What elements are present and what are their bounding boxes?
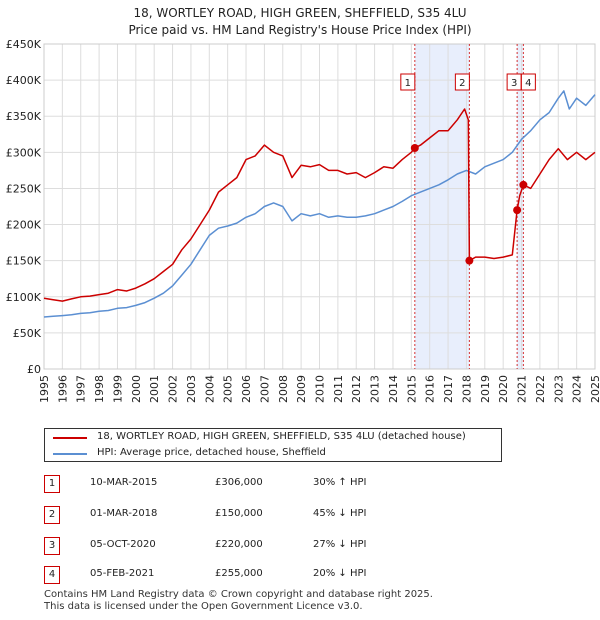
sale-date: 05-OCT-2020 (90, 539, 156, 550)
legend-swatch-hpi (53, 453, 87, 455)
sale-hpi-diff: 20% ↓ HPI (313, 568, 367, 579)
title-line-1: 18, WORTLEY ROAD, HIGH GREEN, SHEFFIELD,… (133, 6, 467, 20)
sale-marker-box (520, 73, 536, 91)
y-tick-label: £350K (6, 110, 42, 123)
x-tick-label: 2018 (460, 375, 473, 403)
sale-number-badge: 1 (44, 475, 60, 493)
x-tick-label: 1995 (38, 375, 51, 403)
sale-point (465, 256, 474, 265)
x-tick-label: 2008 (277, 375, 290, 403)
sale-hpi-diff: 30% ↑ HPI (313, 477, 367, 488)
sale-number-badge: 4 (44, 566, 60, 584)
legend-label-property: 18, WORTLEY ROAD, HIGH GREEN, SHEFFIELD,… (97, 431, 466, 442)
sale-marker-number: 4 (525, 78, 531, 89)
y-tick-label: £50K (13, 327, 42, 340)
y-tick-label: £300K (6, 146, 42, 159)
x-tick-label: 2000 (130, 375, 143, 403)
x-tick-label: 2004 (203, 375, 216, 403)
x-tick-label: 2020 (497, 375, 510, 403)
sale-hpi-diff: 27% ↓ HPI (313, 539, 367, 550)
x-tick-label: 2022 (534, 375, 547, 403)
x-tick-label: 1996 (56, 375, 69, 403)
y-tick-label: £450K (6, 38, 42, 51)
series-line-hpi (43, 90, 596, 318)
sale-date: 05-FEB-2021 (90, 568, 155, 579)
sale-number-badge: 3 (44, 537, 60, 555)
x-tick-label: 2001 (148, 375, 161, 403)
title-line-2: Price paid vs. HM Land Registry's House … (128, 23, 472, 37)
y-tick-label: £200K (6, 219, 42, 232)
sale-marker-number: 2 (459, 78, 465, 89)
sale-point (513, 206, 522, 215)
y-tick-label: £400K (6, 74, 42, 87)
x-tick-label: 2017 (442, 375, 455, 403)
sale-price: £220,000 (215, 539, 263, 550)
x-tick-label: 2012 (350, 375, 363, 403)
sale-date: 01-MAR-2018 (90, 508, 158, 519)
sale-point (519, 180, 528, 189)
sale-number-badge: 2 (44, 506, 60, 524)
table-row: 3 05-OCT-2020 £220,000 27% ↓ HPI (0, 537, 600, 557)
x-tick-label: 2023 (552, 375, 565, 403)
sale-period-shade (517, 44, 524, 369)
x-tick-label: 2006 (240, 375, 253, 403)
x-tick-label: 2002 (167, 375, 180, 403)
x-tick-label: 2019 (479, 375, 492, 403)
sale-period-shade (414, 44, 470, 369)
sale-date: 10-MAR-2015 (90, 477, 158, 488)
sale-marker-number: 1 (405, 78, 411, 89)
y-tick-label: £250K (6, 182, 42, 195)
table-row: 2 01-MAR-2018 £150,000 45% ↓ HPI (0, 506, 600, 526)
footer-copyright: Contains HM Land Registry data © Crown c… (44, 589, 433, 600)
x-tick-label: 2016 (424, 375, 437, 403)
chart-title: 18, WORTLEY ROAD, HIGH GREEN, SHEFFIELD,… (0, 5, 600, 39)
x-tick-label: 1999 (111, 375, 124, 403)
x-tick-label: 1998 (93, 375, 106, 403)
table-row: 1 10-MAR-2015 £306,000 30% ↑ HPI (0, 475, 600, 495)
sale-marker-number: 3 (511, 78, 517, 89)
x-tick-label: 2021 (516, 375, 529, 403)
x-tick-label: 2011 (332, 375, 345, 403)
sale-marker-box (400, 73, 416, 91)
x-tick-label: 2007 (258, 375, 271, 403)
footer-licence: This data is licensed under the Open Gov… (44, 601, 363, 612)
sale-point (410, 144, 419, 152)
x-tick-label: 2005 (222, 375, 235, 403)
x-tick-label: 2010 (314, 375, 327, 403)
price-chart: £0 £50K £100K £150K £200K £250K £300K £350K £400… (6, 38, 600, 403)
y-tick-label: £150K (6, 255, 42, 268)
plot-area (43, 43, 596, 370)
table-row: 4 05-FEB-2021 £255,000 20% ↓ HPI (0, 566, 600, 586)
x-tick-label: 2015 (405, 375, 418, 403)
series-line-property (43, 108, 596, 302)
y-tick-label: £0 (27, 363, 41, 376)
x-tick-label: 2025 (589, 375, 600, 403)
x-tick-label: 1997 (75, 375, 88, 403)
x-tick-label: 2014 (387, 375, 400, 403)
legend-swatch-property (53, 437, 87, 439)
sale-marker-box (454, 73, 470, 91)
legend-label-hpi: HPI: Average price, detached house, Shef… (97, 447, 326, 458)
sale-price: £255,000 (215, 568, 263, 579)
x-tick-label: 2003 (185, 375, 198, 403)
y-tick-label: £100K (6, 291, 42, 304)
x-tick-label: 2013 (369, 375, 382, 403)
legend: 18, WORTLEY ROAD, HIGH GREEN, SHEFFIELD,… (44, 428, 502, 462)
x-tick-label: 2009 (295, 375, 308, 403)
sale-price: £150,000 (215, 508, 263, 519)
sale-price: £306,000 (215, 477, 263, 488)
x-tick-label: 2024 (571, 375, 584, 403)
footer: Contains HM Land Registry data © Crown c… (44, 589, 433, 613)
sale-hpi-diff: 45% ↓ HPI (313, 508, 367, 519)
